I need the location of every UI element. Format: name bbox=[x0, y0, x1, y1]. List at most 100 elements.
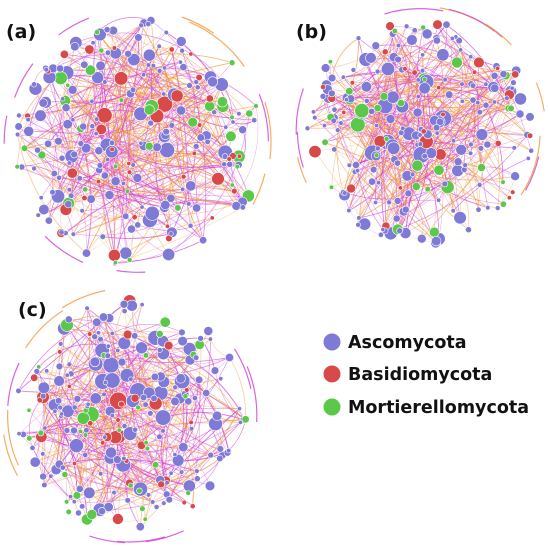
network-node bbox=[124, 497, 131, 504]
network-edge bbox=[229, 357, 246, 420]
network-node bbox=[191, 395, 198, 402]
network-node bbox=[187, 222, 194, 229]
network-edge bbox=[104, 115, 172, 234]
network-node bbox=[29, 456, 41, 468]
network-node bbox=[193, 79, 199, 85]
network-node bbox=[404, 189, 413, 198]
network-node bbox=[126, 169, 133, 175]
network-node bbox=[161, 91, 167, 97]
network-edge bbox=[28, 81, 213, 132]
network-node bbox=[174, 204, 182, 212]
network-edge bbox=[423, 79, 446, 132]
network-node bbox=[112, 513, 124, 525]
network-node bbox=[346, 162, 352, 168]
network-node bbox=[67, 192, 75, 199]
network-node bbox=[495, 65, 501, 71]
network-node bbox=[465, 226, 472, 234]
network-node bbox=[125, 188, 131, 194]
network-node bbox=[79, 122, 88, 131]
network-node bbox=[350, 67, 357, 73]
network-node bbox=[330, 117, 337, 124]
network-node bbox=[145, 20, 152, 27]
network-node bbox=[186, 82, 193, 89]
network-node bbox=[239, 204, 246, 211]
network-edge bbox=[325, 135, 418, 145]
network-node bbox=[176, 36, 187, 47]
network-node bbox=[15, 387, 22, 395]
network-node bbox=[386, 90, 400, 104]
network-edge bbox=[89, 535, 126, 544]
network-edge bbox=[17, 166, 165, 208]
network-edge bbox=[424, 86, 511, 92]
network-edge bbox=[438, 87, 509, 109]
network-node bbox=[417, 132, 423, 138]
network-node bbox=[53, 375, 65, 387]
network-node bbox=[335, 127, 341, 133]
network-node bbox=[139, 302, 145, 308]
network-node bbox=[462, 162, 469, 168]
network-node bbox=[455, 36, 463, 45]
network-edge bbox=[158, 46, 193, 123]
network-node bbox=[66, 383, 72, 389]
network-node bbox=[373, 135, 387, 148]
network-node bbox=[365, 52, 377, 64]
network-node bbox=[374, 123, 380, 129]
network-node bbox=[476, 182, 483, 188]
network-node bbox=[187, 116, 198, 128]
network-node bbox=[102, 434, 108, 440]
network-node bbox=[181, 499, 188, 506]
network-node bbox=[66, 361, 73, 368]
network-node bbox=[104, 352, 112, 359]
network-node bbox=[65, 508, 72, 516]
network-node bbox=[385, 21, 395, 31]
network-edge bbox=[18, 115, 238, 168]
network-node bbox=[136, 440, 146, 450]
network-node bbox=[431, 236, 442, 247]
network-edge bbox=[27, 115, 126, 254]
network-node bbox=[355, 168, 361, 174]
network-node bbox=[104, 190, 115, 200]
network-node bbox=[26, 435, 33, 442]
network-node bbox=[182, 393, 189, 400]
network-edge bbox=[74, 470, 198, 503]
network-node bbox=[436, 85, 442, 91]
network-edge bbox=[64, 54, 243, 130]
network-node bbox=[164, 480, 170, 486]
network-node bbox=[36, 364, 42, 370]
network-edge bbox=[139, 355, 185, 503]
network-node bbox=[236, 111, 242, 117]
network-node bbox=[341, 109, 347, 115]
network-edge bbox=[225, 105, 257, 128]
network-node bbox=[61, 103, 71, 113]
network-node bbox=[77, 140, 85, 147]
network-node bbox=[432, 123, 441, 132]
network-node bbox=[94, 146, 104, 156]
network-node bbox=[418, 82, 431, 95]
network-node bbox=[483, 140, 492, 149]
network-node bbox=[321, 138, 329, 146]
network-edge bbox=[214, 370, 241, 423]
network-edge bbox=[111, 30, 122, 101]
network-node bbox=[494, 205, 501, 211]
network-node bbox=[369, 165, 378, 174]
network-node bbox=[44, 139, 53, 148]
network-edge bbox=[252, 173, 266, 205]
network-node bbox=[64, 372, 70, 378]
network-edge bbox=[366, 62, 458, 88]
network-node bbox=[96, 162, 104, 169]
network-node bbox=[162, 248, 176, 262]
network-edge bbox=[28, 410, 166, 482]
network-node bbox=[162, 65, 168, 71]
network-node bbox=[514, 92, 527, 106]
network-node bbox=[238, 125, 247, 134]
network-edge bbox=[171, 125, 244, 208]
network-node bbox=[402, 66, 408, 72]
network-edge bbox=[64, 54, 193, 123]
network-node bbox=[196, 133, 205, 142]
network-node bbox=[433, 164, 445, 176]
network-node bbox=[396, 227, 404, 234]
network-edge bbox=[181, 50, 235, 192]
network-node bbox=[39, 472, 47, 481]
network-node bbox=[251, 117, 258, 124]
network-node bbox=[89, 98, 95, 104]
